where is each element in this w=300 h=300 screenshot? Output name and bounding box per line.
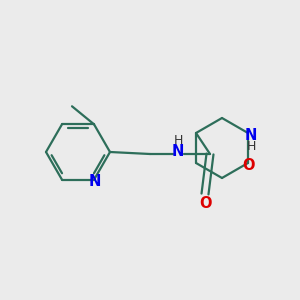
- Text: H: H: [246, 140, 256, 152]
- Text: N: N: [172, 145, 184, 160]
- Text: H: H: [173, 134, 183, 148]
- Text: O: O: [199, 196, 211, 211]
- Text: O: O: [243, 158, 255, 172]
- Text: N: N: [89, 174, 101, 189]
- Text: N: N: [245, 128, 257, 142]
